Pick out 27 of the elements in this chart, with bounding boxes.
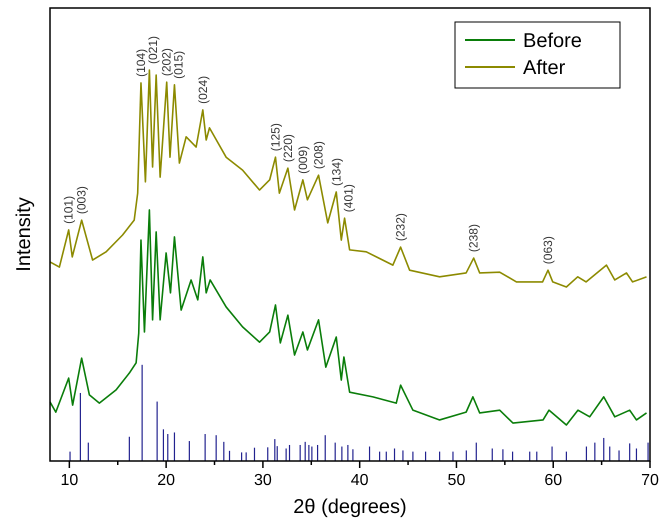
annotation: (220)	[280, 134, 295, 162]
annotation: (024)	[196, 76, 210, 104]
annotation: (202)	[160, 48, 174, 76]
x-tick-label: 60	[544, 472, 562, 489]
annotation: (104)	[134, 48, 148, 77]
annotation: (238)	[466, 224, 481, 252]
annotation: (003)	[74, 186, 89, 214]
annotation: (063)	[541, 236, 555, 264]
annotation: (125)	[268, 123, 282, 152]
annotation: (232)	[394, 213, 408, 242]
legend-label: Before	[523, 30, 582, 52]
x-tick-label: 20	[157, 472, 176, 489]
x-axis-title: 2θ (degrees)	[293, 496, 407, 518]
annotation: (401)	[341, 184, 356, 212]
x-tick-label: 30	[254, 472, 272, 489]
legend-label: After	[523, 57, 566, 79]
annotation: (009)	[296, 146, 310, 174]
annotation: (021)	[146, 36, 160, 64]
x-tick-label: 50	[448, 472, 466, 489]
y-axis-title: Intensity	[13, 197, 35, 272]
x-tick-label: 70	[641, 472, 659, 489]
annotation: (015)	[172, 50, 186, 79]
annotation: (134)	[329, 158, 344, 186]
x-tick-label: 10	[60, 472, 78, 489]
x-tick-label: 40	[350, 472, 369, 489]
annotation: (101)	[62, 196, 76, 224]
annotation: (208)	[312, 141, 326, 170]
